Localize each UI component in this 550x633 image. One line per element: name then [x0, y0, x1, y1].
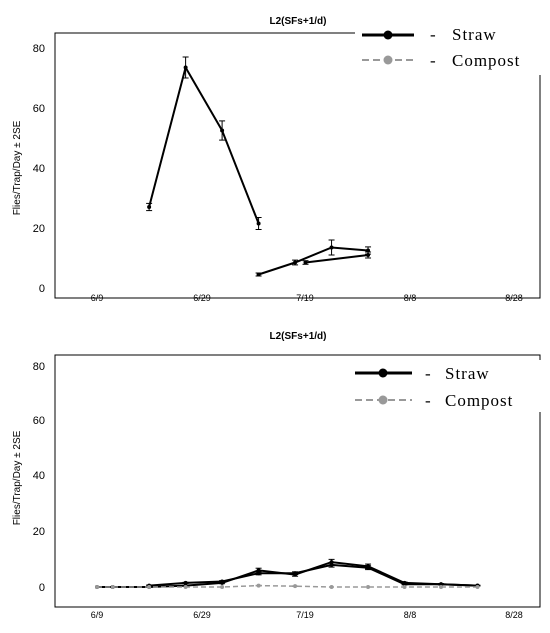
x-tick-label: 6/9: [91, 293, 104, 303]
data-point-straw: [220, 128, 225, 133]
series-layer: [95, 558, 481, 589]
x-tick-labels: 6/9 6/29 7/19 8/8 8/28: [91, 293, 523, 303]
data-point-straw: [147, 205, 152, 209]
legend-dash: -: [425, 364, 432, 383]
y-tick-label: 0: [39, 582, 45, 594]
legend-marker-compost: [378, 395, 388, 405]
data-point-compost: [147, 585, 152, 589]
y-axis-label: Flies/Trap/Day ± 2SE: [12, 120, 23, 215]
legend-label-compost: Compost: [445, 391, 513, 410]
x-tick-label: 7/19: [296, 293, 314, 303]
y-tick-label: 0: [39, 283, 45, 295]
data-point-straw: [366, 565, 371, 570]
x-tick-label: 8/8: [404, 610, 417, 620]
data-point-straw: [293, 571, 298, 576]
data-point-straw: [303, 260, 308, 265]
y-tick-label: 20: [33, 526, 45, 538]
series-line-straw: [149, 563, 478, 587]
y-tick-label: 60: [33, 415, 45, 427]
data-point-compost: [366, 585, 371, 589]
data-point-straw: [366, 253, 371, 257]
x-tick-label: 6/29: [193, 293, 211, 303]
data-point-compost: [402, 585, 407, 589]
x-tick-label: 8/28: [505, 610, 523, 620]
legend-dash: -: [430, 25, 437, 44]
data-point-compost: [475, 585, 480, 589]
data-point-compost: [183, 585, 188, 589]
legend-label-straw: Straw: [445, 364, 490, 383]
data-point-straw: [183, 65, 188, 70]
x-tick-label: 8/28: [505, 293, 523, 303]
chart-title: L2(SFs+1/d): [270, 16, 327, 27]
chart-title: L2(SFs+1/d): [270, 331, 327, 342]
data-point-straw: [329, 562, 334, 567]
data-point-straw: [183, 580, 188, 585]
data-point-compost: [256, 583, 261, 588]
legend-marker-straw: [378, 368, 388, 378]
x-tick-label: 7/19: [296, 610, 314, 620]
x-tick-label: 6/29: [193, 610, 211, 620]
legend-marker-compost: [383, 55, 393, 65]
legend: - Straw - Compost: [348, 360, 548, 412]
chart-panel-2: L2(SFs+1/d) Flies/Trap/Day ± 2SE 0 20 40…: [12, 331, 548, 620]
data-point-straw: [293, 260, 298, 265]
data-point-straw: [439, 582, 444, 587]
x-tick-label: 6/9: [91, 610, 104, 620]
data-point-compost: [293, 584, 298, 589]
legend-marker-straw: [383, 30, 393, 40]
y-tick-label: 20: [33, 223, 45, 235]
y-tick-label: 80: [33, 43, 45, 55]
data-point-straw: [256, 272, 261, 277]
y-tick-label: 40: [33, 163, 45, 175]
y-tick-label: 60: [33, 103, 45, 115]
data-point-compost: [329, 585, 334, 589]
legend-dash: -: [430, 51, 437, 70]
legend-label-straw: Straw: [452, 25, 497, 44]
y-tick-label: 40: [33, 470, 45, 482]
y-tick-labels: 0 20 40 60 80: [33, 43, 45, 295]
data-point-straw: [329, 245, 334, 250]
series-line-straw: [258, 246, 369, 276]
legend-label-compost: Compost: [452, 51, 520, 70]
data-point-compost: [110, 585, 115, 589]
series-line-compost: [97, 584, 478, 588]
data-point-compost: [95, 585, 99, 589]
data-point-straw: [220, 579, 225, 584]
data-point-compost: [439, 585, 444, 589]
series-line-straw: [148, 64, 260, 224]
data-point-straw: [256, 571, 261, 576]
x-tick-labels: 6/9 6/29 7/19 8/8 8/28: [91, 610, 523, 620]
legend: - Straw - Compost: [355, 25, 550, 75]
x-tick-label: 8/8: [404, 293, 417, 303]
data-point-straw: [256, 221, 261, 226]
y-tick-label: 80: [33, 361, 45, 373]
y-tick-labels: 0 20 40 60 80: [33, 361, 45, 594]
series-layer: [146, 56, 372, 277]
legend-dash: -: [425, 391, 432, 410]
y-axis-label: Flies/Trap/Day ± 2SE: [12, 430, 23, 525]
data-point-straw: [402, 582, 407, 587]
series-line-straw: [305, 254, 369, 264]
data-point-compost: [220, 585, 225, 589]
chart-panel-1: L2(SFs+1/d) Flies/Trap/Day ± 2SE 0 20 40…: [12, 16, 550, 303]
